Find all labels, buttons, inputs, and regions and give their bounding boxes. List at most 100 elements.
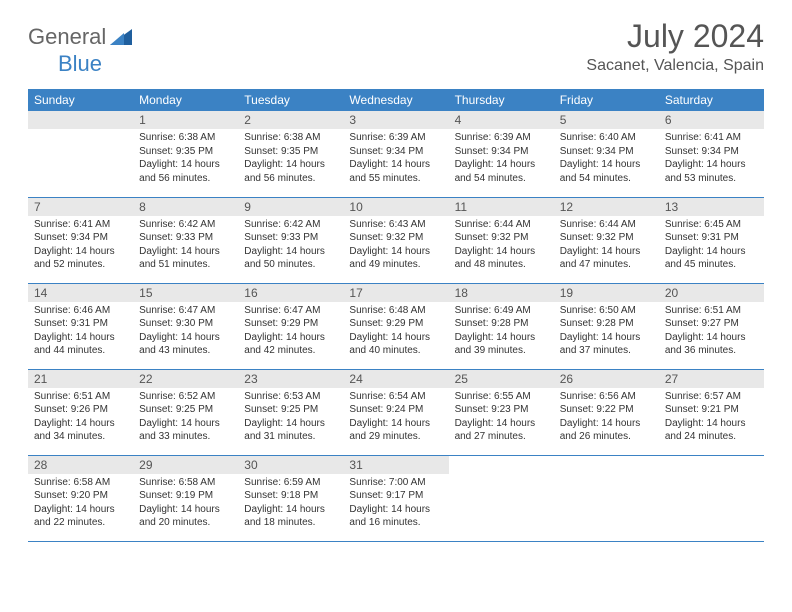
day-number: 18 — [449, 284, 554, 302]
sunset-line: Sunset: 9:32 PM — [455, 232, 529, 243]
calendar-cell: 7Sunrise: 6:41 AMSunset: 9:34 PMDaylight… — [28, 197, 133, 283]
daylight-line: Daylight: 14 hours and 53 minutes. — [665, 159, 746, 184]
day-number: 19 — [554, 284, 659, 302]
sunrise-line: Sunrise: 6:41 AM — [34, 219, 110, 230]
day-content: Sunrise: 6:51 AMSunset: 9:27 PMDaylight:… — [659, 302, 764, 364]
sunrise-line: Sunrise: 6:46 AM — [34, 305, 110, 316]
daylight-line: Daylight: 14 hours and 54 minutes. — [560, 159, 641, 184]
sunrise-line: Sunrise: 6:56 AM — [560, 391, 636, 402]
sunset-line: Sunset: 9:20 PM — [34, 490, 108, 501]
daylight-line: Daylight: 14 hours and 26 minutes. — [560, 418, 641, 443]
daylight-line: Daylight: 14 hours and 56 minutes. — [139, 159, 220, 184]
day-content: Sunrise: 6:46 AMSunset: 9:31 PMDaylight:… — [28, 302, 133, 364]
sunrise-line: Sunrise: 6:38 AM — [244, 132, 320, 143]
calendar-cell: 16Sunrise: 6:47 AMSunset: 9:29 PMDayligh… — [238, 283, 343, 369]
day-content: Sunrise: 6:48 AMSunset: 9:29 PMDaylight:… — [343, 302, 448, 364]
daylight-line: Daylight: 14 hours and 22 minutes. — [34, 504, 115, 529]
sunrise-line: Sunrise: 6:51 AM — [34, 391, 110, 402]
sunrise-line: Sunrise: 6:50 AM — [560, 305, 636, 316]
daylight-line: Daylight: 14 hours and 40 minutes. — [349, 332, 430, 357]
sunset-line: Sunset: 9:34 PM — [34, 232, 108, 243]
sunset-line: Sunset: 9:31 PM — [34, 318, 108, 329]
sunset-line: Sunset: 9:21 PM — [665, 404, 739, 415]
weekday-header: Wednesday — [343, 89, 448, 111]
sunrise-line: Sunrise: 6:40 AM — [560, 132, 636, 143]
daylight-line: Daylight: 14 hours and 48 minutes. — [455, 246, 536, 271]
calendar-row: 28Sunrise: 6:58 AMSunset: 9:20 PMDayligh… — [28, 455, 764, 541]
daylight-line: Daylight: 14 hours and 27 minutes. — [455, 418, 536, 443]
location: Sacanet, Valencia, Spain — [586, 57, 764, 75]
calendar-cell: 22Sunrise: 6:52 AMSunset: 9:25 PMDayligh… — [133, 369, 238, 455]
calendar-cell: 19Sunrise: 6:50 AMSunset: 9:28 PMDayligh… — [554, 283, 659, 369]
calendar-cell — [449, 455, 554, 541]
day-number: 21 — [28, 370, 133, 388]
calendar-row: 14 Sunrise: 6:46 AM Sunset: 9:31 PM Dayligh… — [28, 283, 764, 369]
day-content: Sunrise: 6:44 AMSunset: 9:32 PMDaylight:… — [554, 216, 659, 278]
day-content: Sunrise: 6:49 AMSunset: 9:28 PMDaylight:… — [449, 302, 554, 364]
sunset-line: Sunset: 9:25 PM — [139, 404, 213, 415]
daylight-line: Daylight: 14 hours and 29 minutes. — [349, 418, 430, 443]
sunrise-line: Sunrise: 6:42 AM — [139, 219, 215, 230]
day-content: Sunrise: 7:00 AMSunset: 9:17 PMDaylight:… — [343, 474, 448, 536]
sunset-line: Sunset: 9:26 PM — [34, 404, 108, 415]
calendar-cell: 11Sunrise: 6:44 AMSunset: 9:32 PMDayligh… — [449, 197, 554, 283]
sunrise-line: Sunrise: 6:42 AM — [244, 219, 320, 230]
calendar-cell: 10Sunrise: 6:43 AMSunset: 9:32 PMDayligh… — [343, 197, 448, 283]
day-content: Sunrise: 6:41 AMSunset: 9:34 PMDaylight:… — [28, 216, 133, 278]
sunset-line: Sunset: 9:34 PM — [560, 146, 634, 157]
sunset-line: Sunset: 9:32 PM — [560, 232, 634, 243]
sunset-line: Sunset: 9:18 PM — [244, 490, 318, 501]
daylight-line: Daylight: 14 hours and 43 minutes. — [139, 332, 220, 357]
day-content: Sunrise: 6:55 AMSunset: 9:23 PMDaylight:… — [449, 388, 554, 450]
sunset-line: Sunset: 9:28 PM — [455, 318, 529, 329]
sunrise-line: Sunrise: 6:58 AM — [34, 477, 110, 488]
calendar-cell: 15Sunrise: 6:47 AMSunset: 9:30 PMDayligh… — [133, 283, 238, 369]
calendar-cell: 12Sunrise: 6:44 AMSunset: 9:32 PMDayligh… — [554, 197, 659, 283]
calendar-row: 1 Sunrise: 6:38 AM Sunset: 9:35 PM Daylight… — [28, 111, 764, 197]
day-content: Sunrise: 6:47 AMSunset: 9:30 PMDaylight:… — [133, 302, 238, 364]
day-content: Sunrise: 6:58 AMSunset: 9:19 PMDaylight:… — [133, 474, 238, 536]
sunrise-line: Sunrise: 6:52 AM — [139, 391, 215, 402]
daylight-line: Daylight: 14 hours and 50 minutes. — [244, 246, 325, 271]
calendar-cell: 24Sunrise: 6:54 AMSunset: 9:24 PMDayligh… — [343, 369, 448, 455]
sunset-line: Sunset: 9:30 PM — [139, 318, 213, 329]
day-number: 2 — [238, 111, 343, 129]
sunset-line: Sunset: 9:31 PM — [665, 232, 739, 243]
weekday-header: Saturday — [659, 89, 764, 111]
day-number: 12 — [554, 198, 659, 216]
sunset-line: Sunset: 9:35 PM — [244, 146, 318, 157]
day-content: Sunrise: 6:40 AM Sunset: 9:34 PM Daylight:… — [554, 129, 659, 191]
day-content: Sunrise: 6:50 AMSunset: 9:28 PMDaylight:… — [554, 302, 659, 364]
weekday-header: Tuesday — [238, 89, 343, 111]
day-number: 13 — [659, 198, 764, 216]
sunrise-line: Sunrise: 6:38 AM — [139, 132, 215, 143]
day-number: 25 — [449, 370, 554, 388]
sunrise-line: Sunrise: 6:51 AM — [665, 305, 741, 316]
calendar-cell: 29Sunrise: 6:58 AMSunset: 9:19 PMDayligh… — [133, 455, 238, 541]
day-number: 4 — [449, 111, 554, 129]
sunset-line: Sunset: 9:34 PM — [665, 146, 739, 157]
sunrise-line: Sunrise: 6:47 AM — [244, 305, 320, 316]
day-number: 14 — [28, 284, 133, 302]
day-content: Sunrise: 6:59 AMSunset: 9:18 PMDaylight:… — [238, 474, 343, 536]
sunset-line: Sunset: 9:29 PM — [349, 318, 423, 329]
weekday-header-row: Sunday Monday Tuesday Wednesday Thursday… — [28, 89, 764, 111]
calendar-cell: 5Sunrise: 6:40 AMSunset: 9:34 PMDaylight… — [554, 111, 659, 197]
sunrise-line: Sunrise: 6:59 AM — [244, 477, 320, 488]
day-number: 29 — [133, 456, 238, 474]
day-content: Sunrise: 6:42 AMSunset: 9:33 PMDaylight:… — [238, 216, 343, 278]
day-number: 3 — [343, 111, 448, 129]
sunrise-line: Sunrise: 6:44 AM — [560, 219, 636, 230]
calendar-cell: 9Sunrise: 6:42 AMSunset: 9:33 PMDaylight… — [238, 197, 343, 283]
sunrise-line: Sunrise: 6:55 AM — [455, 391, 531, 402]
sunset-line: Sunset: 9:25 PM — [244, 404, 318, 415]
day-number: 30 — [238, 456, 343, 474]
daylight-line: Daylight: 14 hours and 16 minutes. — [349, 504, 430, 529]
sunrise-line: Sunrise: 6:53 AM — [244, 391, 320, 402]
day-number: 1 — [133, 111, 238, 129]
weekday-header: Monday — [133, 89, 238, 111]
day-content: Sunrise: 6:47 AMSunset: 9:29 PMDaylight:… — [238, 302, 343, 364]
sunset-line: Sunset: 9:34 PM — [455, 146, 529, 157]
weekday-header: Thursday — [449, 89, 554, 111]
calendar-cell: 21Sunrise: 6:51 AMSunset: 9:26 PMDayligh… — [28, 369, 133, 455]
